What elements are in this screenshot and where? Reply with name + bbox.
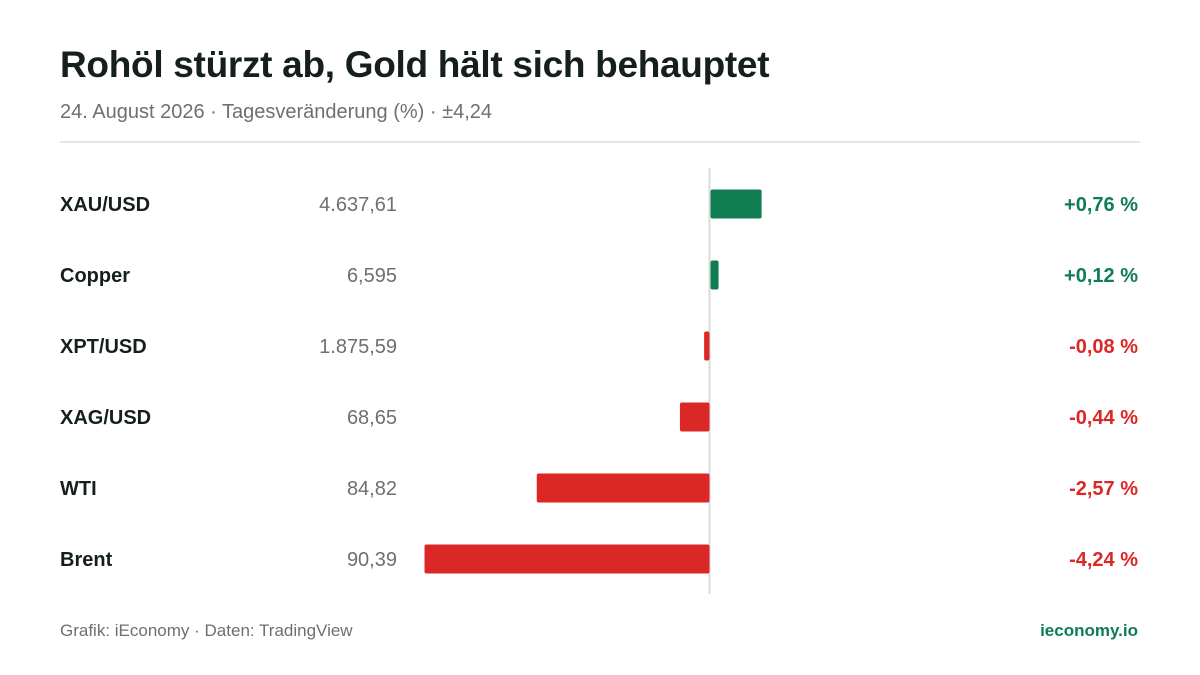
bar-wti <box>536 473 710 503</box>
header-divider <box>60 141 1140 143</box>
bar-xpt-usd <box>704 331 710 361</box>
change-value-label: -4,24 % <box>1069 549 1138 571</box>
brand-link[interactable]: ieconomy.io <box>1040 621 1138 640</box>
category-label: XPT/USD <box>60 336 147 358</box>
change-value-label: +0,76 % <box>1064 194 1138 216</box>
price-label: 4.637,61 <box>319 194 397 216</box>
price-label: 68,65 <box>347 407 397 429</box>
category-label: Copper <box>60 265 130 287</box>
category-label: XAG/USD <box>60 407 151 429</box>
price-label: 90,39 <box>347 549 397 571</box>
price-label: 1.875,59 <box>319 336 397 358</box>
chart-subtitle: 24. August 2026 · Tagesveränderung (%) ·… <box>60 101 492 123</box>
bar-xau-usd <box>710 189 762 219</box>
chart-title: Rohöl stürzt ab, Gold hält sich behaupte… <box>60 44 770 85</box>
price-label: 84,82 <box>347 478 397 500</box>
category-label: Brent <box>60 549 113 571</box>
category-label: XAU/USD <box>60 194 150 216</box>
change-value-label: -0,44 % <box>1069 407 1138 429</box>
category-label: WTI <box>60 478 97 500</box>
bar-xag-usd <box>679 402 710 432</box>
change-value-label: -2,57 % <box>1069 478 1138 500</box>
source-note: Grafik: iEconomy · Daten: TradingView <box>60 621 353 640</box>
bar-brent <box>424 544 710 574</box>
change-value-label: +0,12 % <box>1064 265 1138 287</box>
bar-copper <box>710 260 719 290</box>
change-value-label: -0,08 % <box>1069 336 1138 358</box>
price-label: 6,595 <box>347 265 397 287</box>
